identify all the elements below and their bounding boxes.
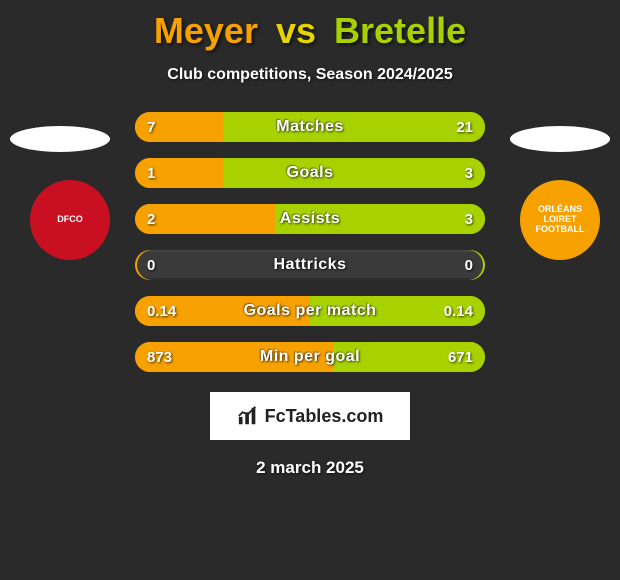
- club-logo-right: ORLÉANS LOIRET FOOTBALL: [520, 180, 600, 260]
- stat-row: 721Matches: [135, 112, 485, 142]
- vs-label: vs: [276, 10, 316, 51]
- stat-row: 13Goals: [135, 158, 485, 188]
- footer-date: 2 march 2025: [0, 458, 620, 478]
- player2-name: Bretelle: [334, 10, 466, 51]
- source-badge: FcTables.com: [210, 392, 410, 440]
- stat-label: Assists: [135, 204, 485, 234]
- player2-silhouette: [510, 126, 610, 152]
- subtitle: Club competitions, Season 2024/2025: [0, 66, 620, 84]
- stat-row: 0.140.14Goals per match: [135, 296, 485, 326]
- club-left-abbr: DFCO: [57, 215, 83, 225]
- source-text: FcTables.com: [265, 406, 384, 427]
- stat-label: Goals per match: [135, 296, 485, 326]
- chart-icon: [237, 405, 259, 427]
- club-logo-left: DFCO: [30, 180, 110, 260]
- comparison-card: Meyer vs Bretelle Club competitions, Sea…: [0, 0, 620, 580]
- stats-container: 721Matches 13Goals 23Assists 00Hattricks 0.1…: [135, 112, 485, 372]
- stat-label: Hattricks: [135, 250, 485, 280]
- stat-row: 00Hattricks: [135, 250, 485, 280]
- club-right-abbr: ORLÉANS LOIRET FOOTBALL: [526, 205, 594, 235]
- stat-label: Matches: [135, 112, 485, 142]
- stat-row: 23Assists: [135, 204, 485, 234]
- player1-name: Meyer: [154, 10, 258, 51]
- title: Meyer vs Bretelle: [0, 0, 620, 52]
- stat-label: Goals: [135, 158, 485, 188]
- stat-row: 873671Min per goal: [135, 342, 485, 372]
- player1-silhouette: [10, 126, 110, 152]
- stat-label: Min per goal: [135, 342, 485, 372]
